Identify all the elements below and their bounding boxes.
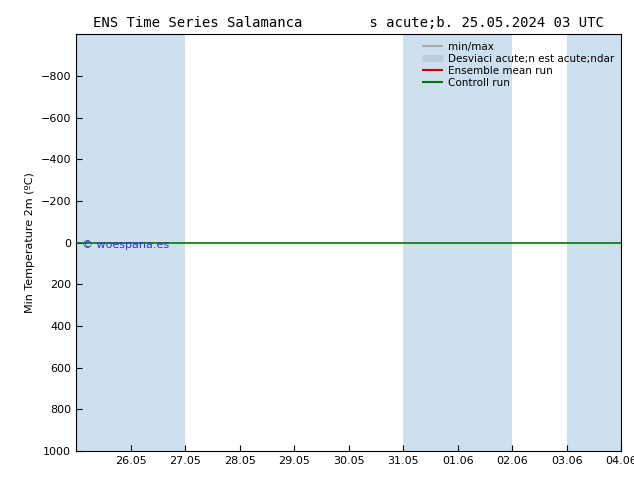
Text: © woespana.es: © woespana.es — [82, 241, 169, 250]
Bar — [458, 34, 512, 451]
Y-axis label: Min Temperature 2m (ºC): Min Temperature 2m (ºC) — [25, 172, 35, 313]
Bar — [76, 34, 131, 451]
Legend: min/max, Desviaci acute;n est acute;ndar, Ensemble mean run, Controll run: min/max, Desviaci acute;n est acute;ndar… — [420, 40, 616, 90]
Bar — [131, 34, 185, 451]
Bar — [403, 34, 458, 451]
Title: ENS Time Series Salamanca        s acute;b. 25.05.2024 03 UTC: ENS Time Series Salamanca s acute;b. 25.… — [93, 16, 604, 30]
Bar — [567, 34, 621, 451]
